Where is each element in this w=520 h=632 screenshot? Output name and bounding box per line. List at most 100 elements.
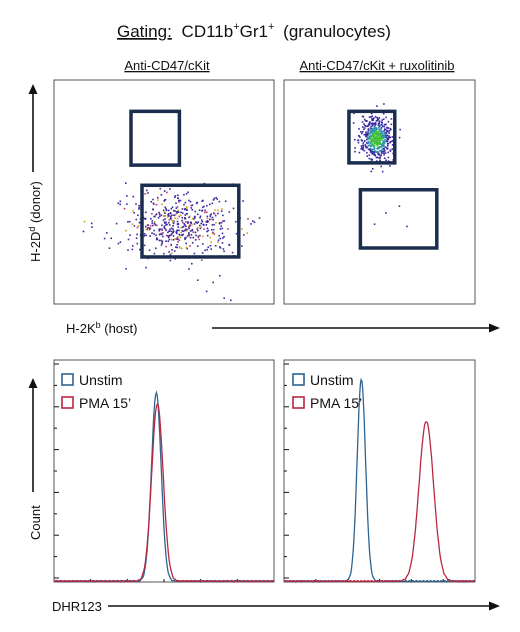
- data-point: [383, 140, 385, 142]
- data-point: [186, 247, 188, 250]
- data-point: [191, 209, 194, 211]
- data-point: [376, 132, 378, 134]
- data-point: [386, 126, 388, 129]
- data-point: [371, 115, 373, 118]
- data-point: [221, 220, 224, 222]
- scatter-points-right: [352, 103, 408, 228]
- histogram-panel-right: [283, 359, 476, 583]
- data-point: [380, 128, 383, 130]
- data-point: [157, 199, 159, 201]
- data-point: [137, 225, 140, 227]
- data-point: [371, 131, 373, 134]
- scatter-points-left: [82, 182, 261, 302]
- data-point: [172, 222, 175, 225]
- data-point: [371, 150, 373, 153]
- data-point: [189, 224, 191, 226]
- data-point: [376, 143, 379, 145]
- data-point: [390, 128, 392, 131]
- data-point: [373, 223, 376, 225]
- data-point: [368, 122, 370, 125]
- data-point: [126, 195, 128, 197]
- data-point: [218, 234, 220, 237]
- data-point: [375, 123, 377, 126]
- figure-title: Gating: CD11b+Gr1+ (granulocytes): [117, 15, 391, 41]
- data-point: [136, 242, 139, 245]
- data-point: [209, 245, 212, 247]
- data-point: [241, 228, 243, 230]
- data-point: [369, 122, 371, 124]
- data-point: [369, 135, 371, 138]
- data-point: [371, 153, 374, 155]
- data-point: [379, 146, 382, 148]
- data-point: [152, 224, 154, 227]
- data-point: [374, 122, 376, 125]
- data-point: [218, 200, 221, 203]
- data-point: [358, 128, 360, 130]
- data-point: [379, 125, 381, 128]
- data-point: [205, 290, 208, 293]
- data-point: [381, 136, 383, 138]
- data-point: [202, 243, 204, 245]
- data-point: [366, 120, 368, 122]
- data-point: [375, 143, 378, 145]
- data-point: [228, 211, 231, 213]
- data-point: [172, 235, 175, 237]
- data-point: [184, 201, 187, 204]
- data-point: [362, 144, 364, 146]
- data-point: [366, 136, 369, 139]
- data-point: [155, 247, 157, 250]
- data-point: [195, 202, 198, 205]
- data-point: [171, 219, 173, 222]
- data-point: [378, 153, 381, 156]
- data-point: [176, 211, 178, 213]
- data-point: [168, 221, 170, 224]
- data-point: [187, 191, 189, 194]
- data-point: [185, 242, 187, 245]
- data-point: [372, 132, 375, 135]
- data-point: [385, 212, 387, 214]
- data-point: [165, 240, 167, 242]
- data-point: [391, 148, 394, 150]
- data-point: [206, 227, 209, 230]
- data-point: [371, 141, 374, 143]
- data-point: [200, 222, 202, 225]
- data-point: [166, 191, 168, 194]
- data-point: [174, 210, 176, 212]
- data-point: [174, 196, 176, 199]
- data-point: [383, 142, 386, 145]
- data-point: [160, 239, 163, 242]
- data-point: [151, 213, 153, 215]
- data-point: [179, 236, 182, 239]
- data-point: [371, 125, 374, 127]
- data-point: [161, 242, 163, 244]
- data-point: [82, 230, 85, 233]
- data-point: [228, 244, 231, 246]
- data-point: [179, 214, 182, 217]
- data-point: [177, 197, 179, 199]
- donor-gate: [347, 109, 397, 165]
- data-point: [129, 234, 131, 236]
- data-point: [387, 120, 390, 123]
- data-point: [212, 199, 215, 201]
- data-point: [199, 216, 201, 219]
- data-point: [365, 146, 368, 149]
- data-point: [391, 144, 394, 146]
- data-point: [174, 195, 177, 197]
- panel-title-right: Anti-CD47/cKit + ruxolitinib: [300, 58, 455, 73]
- data-point: [383, 136, 385, 139]
- data-point: [163, 226, 165, 229]
- data-point: [125, 268, 127, 270]
- data-point: [246, 232, 248, 234]
- data-point: [384, 138, 387, 141]
- data-point: [163, 252, 165, 255]
- data-point: [144, 193, 146, 195]
- data-point: [373, 117, 375, 119]
- data-point: [376, 139, 379, 142]
- histogram-curves-right: [283, 377, 476, 583]
- data-point: [193, 223, 196, 225]
- data-point: [211, 202, 214, 205]
- data-point: [167, 240, 170, 243]
- data-point: [382, 125, 384, 127]
- data-point: [374, 154, 376, 157]
- data-point: [165, 208, 167, 210]
